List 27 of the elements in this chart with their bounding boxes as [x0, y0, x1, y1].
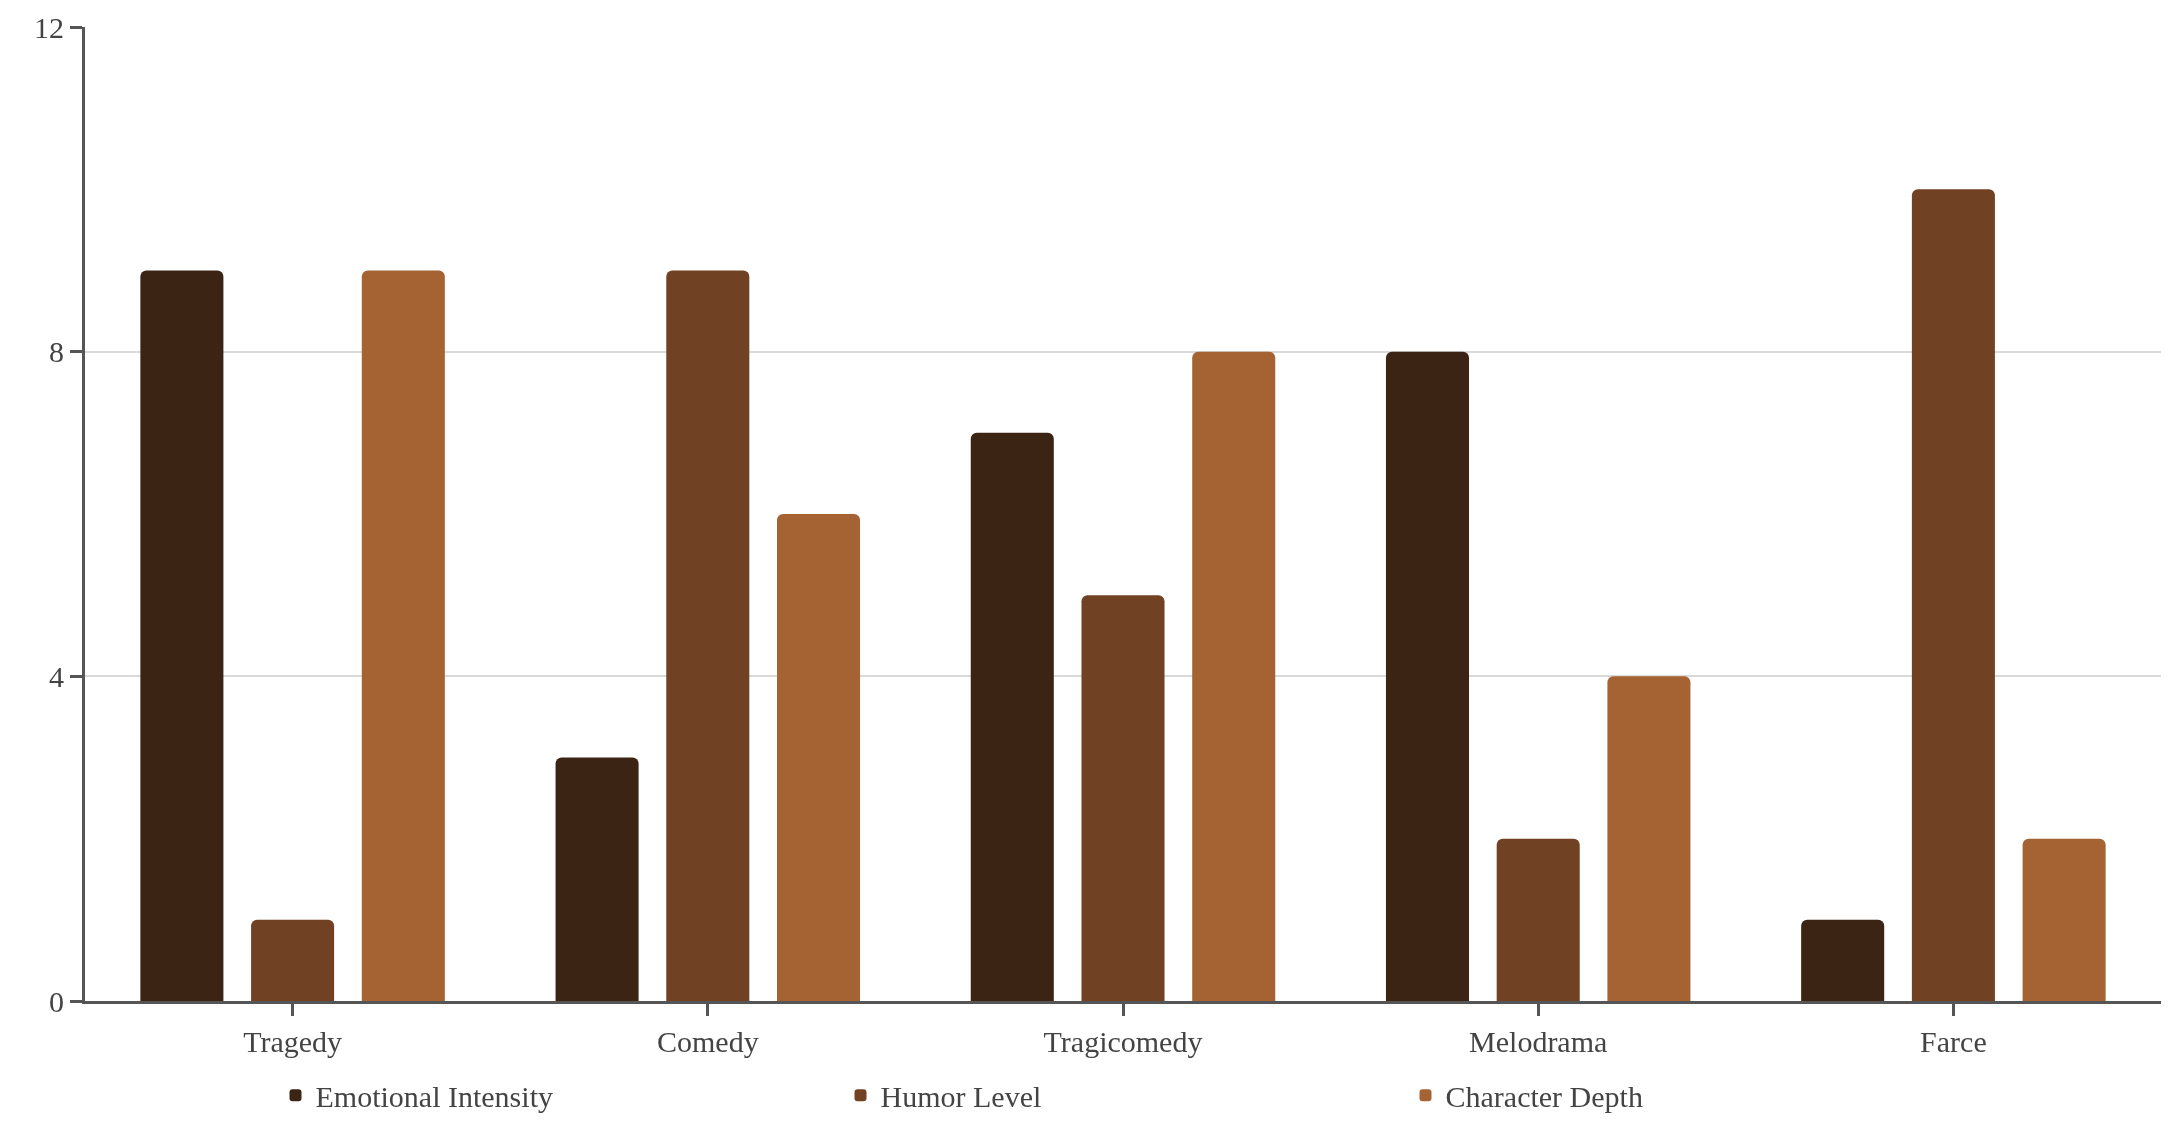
bar — [666, 270, 750, 1001]
x-tick-label: Melodrama — [1469, 1025, 1608, 1058]
legend-label: Humor Level — [880, 1079, 1042, 1113]
bar — [1081, 595, 1165, 1001]
x-tick-label: Tragicomedy — [1043, 1025, 1203, 1058]
bar — [1607, 676, 1691, 1001]
x-tick-label: Tragedy — [243, 1025, 343, 1058]
y-tick-label: 0 — [49, 984, 64, 1018]
bar — [251, 919, 335, 1001]
y-tick-label: 4 — [49, 659, 64, 693]
bar — [1911, 189, 1995, 1001]
bar — [1496, 838, 1580, 1001]
y-tick-label: 8 — [49, 335, 64, 369]
legend-label: Character Depth — [1445, 1079, 1643, 1113]
bar — [361, 270, 445, 1001]
bar — [1192, 351, 1276, 1001]
y-tick-label: 12 — [34, 10, 64, 44]
bar — [1385, 351, 1469, 1001]
bar — [140, 270, 224, 1001]
bar — [777, 514, 861, 1001]
x-tick-label: Farce — [1920, 1025, 1987, 1058]
legend-label: Emotional Intensity — [315, 1079, 553, 1113]
bar — [1801, 919, 1885, 1001]
bar — [555, 757, 639, 1001]
bar — [970, 432, 1054, 1001]
bar — [2022, 838, 2106, 1001]
x-tick-label: Comedy — [656, 1025, 759, 1058]
